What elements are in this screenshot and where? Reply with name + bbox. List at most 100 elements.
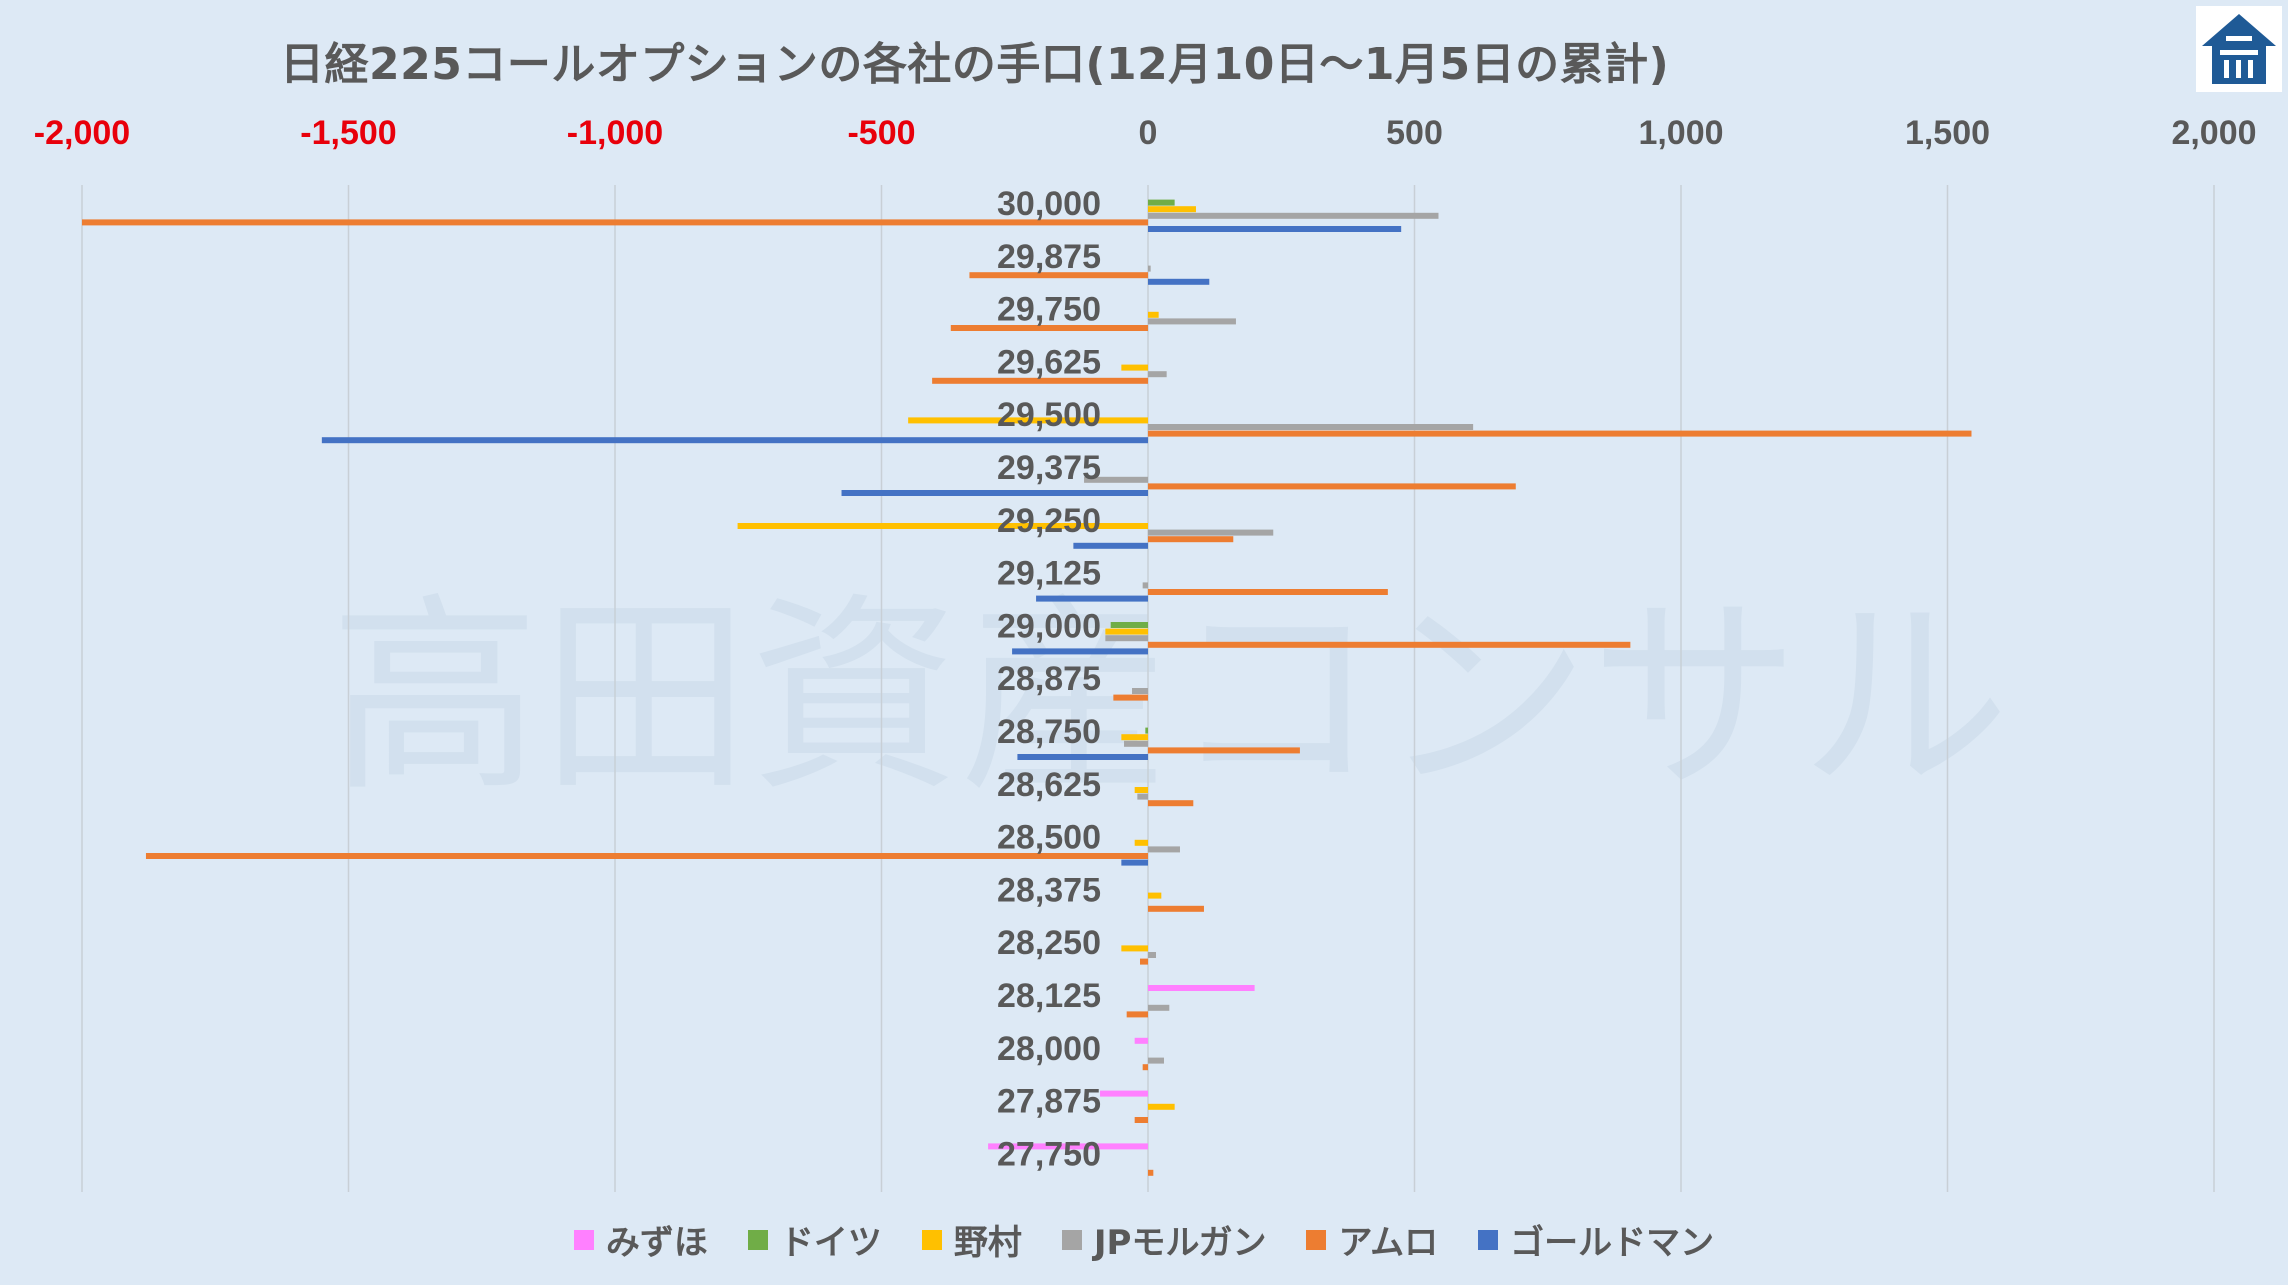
bar <box>1036 595 1148 602</box>
y-category-label: 28,625 <box>997 766 1101 804</box>
bar <box>737 523 1148 529</box>
y-axis-labels: 30,000 29,875 29,750 29,625 29,500 29,375 29,2… <box>997 185 1101 1173</box>
bar <box>1142 582 1148 589</box>
y-category-label: 29,500 <box>997 396 1101 434</box>
bar <box>1148 265 1151 272</box>
bar <box>1148 952 1156 958</box>
y-category-label: 29,375 <box>997 449 1101 487</box>
x-tick-label: -1,500 <box>300 114 396 152</box>
bar <box>1148 206 1196 213</box>
bar <box>1121 734 1148 741</box>
bar <box>1148 430 1972 437</box>
bar <box>321 437 1149 444</box>
bar <box>1148 1169 1154 1176</box>
legend-item: JPモルガン <box>1061 1215 1267 1264</box>
bar <box>1148 226 1402 232</box>
x-tick-label: 1,000 <box>1638 114 1723 152</box>
bar <box>1121 859 1148 866</box>
bar <box>1084 476 1148 483</box>
bar <box>1148 747 1300 754</box>
legend-swatch <box>1478 1229 1499 1250</box>
bar <box>145 853 1148 859</box>
bar <box>1148 1004 1170 1011</box>
logo-icon <box>2202 14 2276 84</box>
bar <box>1113 694 1148 701</box>
x-tick-label: 0 <box>1139 114 1158 152</box>
legend-label: JPモルガン <box>1093 1223 1267 1263</box>
y-category-label: 28,875 <box>997 660 1101 698</box>
legend-item: ゴールドマン <box>1478 1215 1714 1264</box>
legend-label: アムロ <box>1338 1223 1439 1263</box>
bar <box>1148 212 1439 219</box>
y-category-label: 30,000 <box>997 185 1101 223</box>
y-category-label: 29,000 <box>997 607 1101 645</box>
bar <box>988 1143 1148 1150</box>
bar <box>1148 199 1175 206</box>
x-tick-label: 1,500 <box>1905 114 1990 152</box>
bar <box>1148 589 1388 595</box>
x-tick-label: 2,000 <box>2171 114 2256 152</box>
legend-label: ゴールドマン <box>1510 1223 1715 1263</box>
bar <box>1110 622 1148 628</box>
legend-swatch <box>747 1229 768 1250</box>
bar <box>1073 542 1148 549</box>
watermark-text: 高田資産コンサル <box>330 575 2010 820</box>
bar <box>1148 641 1631 648</box>
bar <box>1148 278 1210 285</box>
legend-swatch <box>573 1229 594 1250</box>
bar <box>1148 1103 1175 1110</box>
bar <box>1148 483 1516 490</box>
bar <box>1148 985 1255 991</box>
bar <box>1134 839 1148 846</box>
bar <box>1148 892 1162 899</box>
legend-swatch <box>1061 1229 1082 1250</box>
legend-swatch <box>1306 1229 1327 1250</box>
legend-label: みずほ <box>605 1223 708 1263</box>
bar <box>1148 311 1159 318</box>
bar <box>1148 424 1474 430</box>
bar <box>1132 688 1148 694</box>
y-category-label: 27,750 <box>997 1135 1101 1173</box>
bar <box>1148 905 1204 912</box>
legend-item: みずほ <box>573 1215 708 1264</box>
bar <box>1105 635 1148 642</box>
y-category-label: 28,375 <box>997 871 1101 909</box>
bar <box>1121 945 1148 952</box>
bar <box>1121 364 1148 371</box>
legend-item: ドイツ <box>747 1215 882 1264</box>
bar <box>950 325 1148 331</box>
legend-label: 野村 <box>953 1223 1022 1263</box>
legend-label: ドイツ <box>779 1223 882 1263</box>
bar <box>1148 371 1167 378</box>
bar <box>1148 536 1234 543</box>
x-tick-label: -2,000 <box>34 114 130 152</box>
bar <box>1137 793 1148 800</box>
bar <box>1148 800 1194 807</box>
bar <box>1126 1011 1148 1018</box>
bar <box>1124 740 1148 747</box>
y-category-label: 29,125 <box>997 555 1101 593</box>
y-category-label: 29,875 <box>997 238 1101 276</box>
x-axis-ticks: -2,000 -1,500 -1,000 -500 0 500 1,000 1,500 2,00… <box>34 114 2257 152</box>
chart-title: 日経225コールオプションの各社の手口(12月10日～1月5日の累計) <box>280 39 1670 90</box>
bar <box>841 490 1148 496</box>
y-category-label: 29,625 <box>997 343 1101 381</box>
legend-item: 野村 <box>921 1215 1022 1264</box>
x-tick-label: -500 <box>847 114 915 152</box>
legend-item: アムロ <box>1306 1215 1438 1264</box>
y-category-label: 28,500 <box>997 819 1101 857</box>
y-category-label: 28,125 <box>997 977 1101 1015</box>
bar <box>1145 727 1148 734</box>
bar <box>1134 1037 1148 1044</box>
y-category-label: 29,250 <box>997 502 1101 540</box>
bar <box>1148 846 1180 853</box>
bar <box>1012 648 1148 655</box>
bar <box>1148 1057 1164 1064</box>
bar <box>1017 754 1148 760</box>
bar <box>1134 1117 1148 1123</box>
x-tick-label: 500 <box>1386 114 1443 152</box>
legend: みずほ ドイツ 野村 JPモルガン アムロ ゴールドマン <box>0 1215 2288 1264</box>
company-logo <box>2196 6 2282 92</box>
y-category-label: 28,000 <box>997 1030 1101 1068</box>
